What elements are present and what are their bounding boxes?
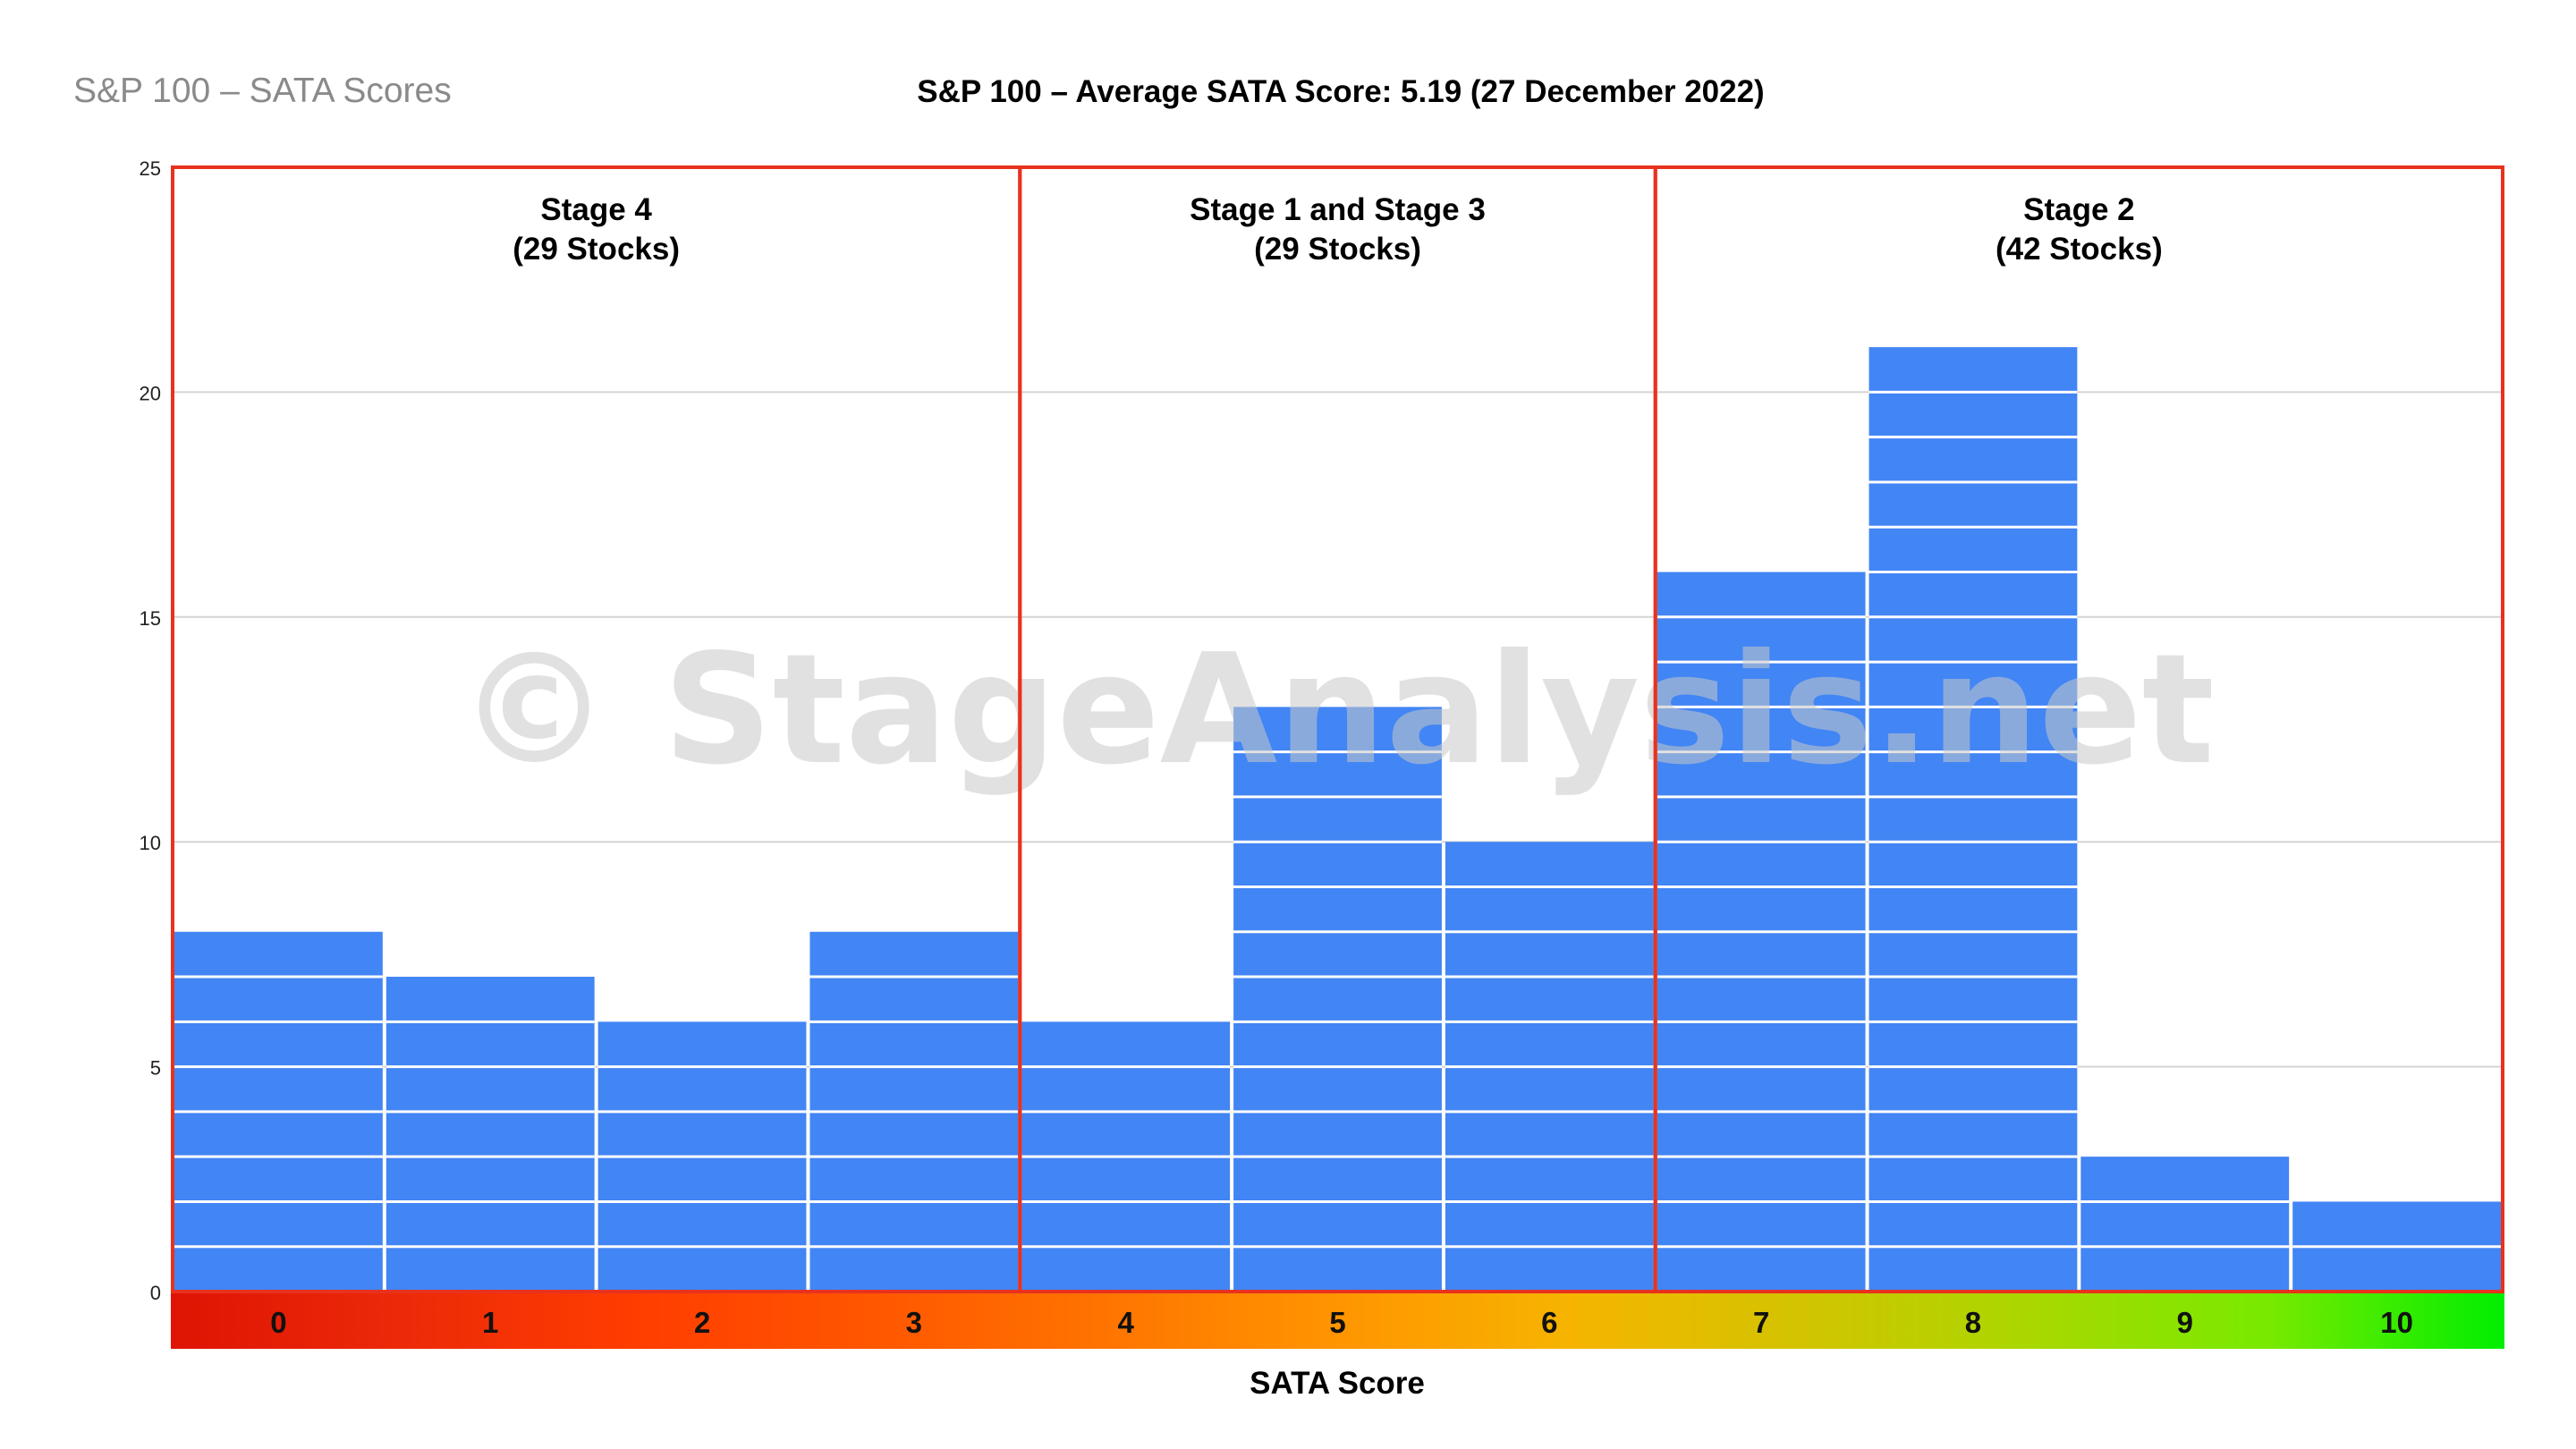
stage-group-label: Stage 1 and Stage 3 [1190,192,1486,227]
y-tick-label-15: 15 [140,607,161,630]
stage-group-count: (29 Stocks) [513,232,680,267]
x-axis-label: SATA Score [1250,1366,1425,1401]
bar-score-9 [2080,1157,2290,1292]
bar-score-1 [386,977,595,1292]
x-tick-label-0: 0 [270,1306,286,1339]
bar-rect [1233,707,1442,1292]
bar-score-10 [2292,1201,2501,1292]
corner-title: S&P 100 – SATA Scores [73,72,452,110]
x-tick-label-7: 7 [1753,1306,1769,1339]
x-tick-label-5: 5 [1329,1306,1345,1339]
x-tick-label-3: 3 [906,1306,922,1339]
bar-score-0 [174,931,383,1292]
bar-score-8 [1868,347,2078,1292]
bar-score-6 [1445,842,1654,1292]
stage-group-border [1653,165,2504,1293]
stage-group-label: Stage 4 [540,192,652,227]
y-tick-label-25: 25 [140,157,161,180]
score-color-band [171,1293,2504,1349]
bar-rect [2080,1157,2290,1292]
bar-rect [1868,347,2078,1292]
x-tick-label-9: 9 [2177,1306,2193,1339]
stage-group-3: Stage 2 (42 Stocks) [1653,165,2504,1293]
stage-group-label: Stage 2 [2023,192,2135,227]
bars [174,347,2501,1292]
watermark: © StageAnalysis.net [458,622,2215,799]
stage-groups: Stage 4 (29 Stocks) Stage 1 and Stage 3 (29… [171,165,2504,1293]
y-tick-label-20: 20 [140,382,161,404]
y-tick-label-5: 5 [150,1057,161,1080]
x-axis-tick-labels: 0 1 2 3 4 5 6 7 8 9 10 [270,1306,2413,1339]
x-tick-label-10: 10 [2380,1306,2413,1339]
y-axis-tick-labels: 0 5 10 15 20 25 [140,157,161,1304]
x-tick-label-6: 6 [1541,1306,1557,1339]
x-tick-label-4: 4 [1118,1306,1135,1339]
chart-title: S&P 100 – Average SATA Score: 5.19 (27 D… [917,74,1764,109]
y-tick-label-10: 10 [140,832,161,854]
x-tick-label-8: 8 [1965,1306,1981,1339]
x-tick-label-2: 2 [694,1306,710,1339]
y-tick-label-0: 0 [150,1282,161,1304]
bar-score-5 [1233,707,1442,1292]
bar-score-7 [1657,572,1866,1292]
x-tick-label-1: 1 [482,1306,498,1339]
stage-group-count: (29 Stocks) [1254,232,1421,267]
stage-group-count: (42 Stocks) [1996,232,2163,267]
bar-score-2 [597,1021,807,1292]
bar-score-4 [1021,1021,1231,1292]
bar-score-3 [809,931,1019,1292]
bar-rect [386,977,595,1292]
